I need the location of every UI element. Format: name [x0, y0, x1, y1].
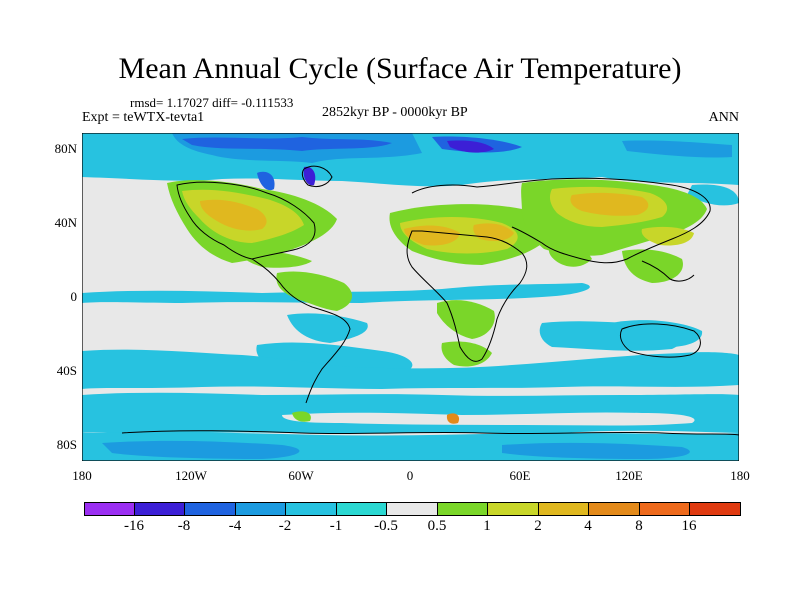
- colorbar-swatch: [639, 502, 690, 516]
- colorbar-swatch: [286, 502, 337, 516]
- lon-label-0: 0: [406, 468, 414, 483]
- west-pacific-yellow: [641, 226, 694, 246]
- experiment-label: Expt = teWTX-tevta1: [82, 110, 205, 125]
- antarctic-gray-strip: [282, 412, 695, 426]
- coastlines: [121, 165, 739, 436]
- lon-label-120e: 120E: [615, 468, 643, 483]
- temperature-anomaly-map: [82, 133, 739, 461]
- colorbar-label: -0.5: [374, 518, 398, 534]
- colorbar-swatch: [589, 502, 640, 516]
- lon-label-60e: 60E: [509, 468, 531, 483]
- colorbar-label: -16: [124, 518, 144, 534]
- colorbar-swatch: [235, 502, 286, 516]
- lon-label-60w: 60W: [288, 468, 314, 483]
- colorbar-label: 4: [584, 518, 592, 534]
- southern-ocean-band: [82, 349, 739, 389]
- colorbar-swatch: [387, 502, 438, 516]
- lon-label-120w: 120W: [175, 468, 207, 483]
- stats-text: rmsd= 1.17027 diff= -0.111533: [130, 95, 294, 110]
- antarctic-deep-2: [502, 442, 690, 459]
- colorbar-swatch: [437, 502, 488, 516]
- arctic-patch-4: [447, 140, 494, 153]
- season-label: ANN: [708, 110, 739, 125]
- arctic-patch-7: [622, 140, 732, 158]
- antarctic-green-1: [292, 411, 311, 422]
- colorbar-label: -8: [177, 518, 191, 534]
- south-america-green: [276, 271, 353, 311]
- colorbar-swatch: [488, 502, 539, 516]
- colorbar-swatch: [336, 502, 387, 516]
- antarctic-orange: [446, 413, 460, 424]
- lat-label-80s: 80S: [56, 437, 77, 452]
- central-africa-green: [437, 300, 495, 339]
- arctic-patch-5: [257, 171, 275, 191]
- lat-label-80n: 80N: [54, 141, 77, 156]
- colorbar-swatch: [84, 502, 135, 516]
- colorbar-label: 16: [681, 518, 697, 534]
- map-title: Mean Annual Cycle (Surface Air Temperatu…: [118, 52, 682, 85]
- colorbar-label: 2: [534, 518, 542, 534]
- colorbar-label: -1: [329, 518, 343, 534]
- antarctic-deep-1: [102, 440, 300, 459]
- colorbar-label: 1: [483, 518, 491, 534]
- colorbar-label: 8: [635, 518, 643, 534]
- colorbar-swatch: [538, 502, 589, 516]
- lat-label-40n: 40N: [54, 215, 77, 230]
- arctic-patch-2: [182, 137, 392, 151]
- lat-label-0: 0: [70, 289, 78, 304]
- eurasia-orange: [570, 192, 649, 216]
- north-america-orange: [200, 199, 267, 231]
- colorbar-swatch: [185, 502, 236, 516]
- colorbar: [84, 502, 741, 516]
- colorbar-label: -2: [278, 518, 292, 534]
- colorbar-label: 0.5: [427, 518, 447, 534]
- colorbar-swatch: [134, 502, 185, 516]
- arctic-patch-6: [303, 166, 316, 186]
- india-green: [548, 242, 592, 267]
- colorbar-label: -4: [228, 518, 242, 534]
- lat-label-40s: 40S: [56, 363, 77, 378]
- colorbar-swatch: [690, 502, 741, 516]
- npacific-patch: [687, 184, 739, 206]
- lon-label-180w: 180: [72, 468, 92, 483]
- lon-label-180e: 180: [730, 468, 750, 483]
- period-label: 2852kyr BP - 0000kyr BP: [322, 105, 468, 120]
